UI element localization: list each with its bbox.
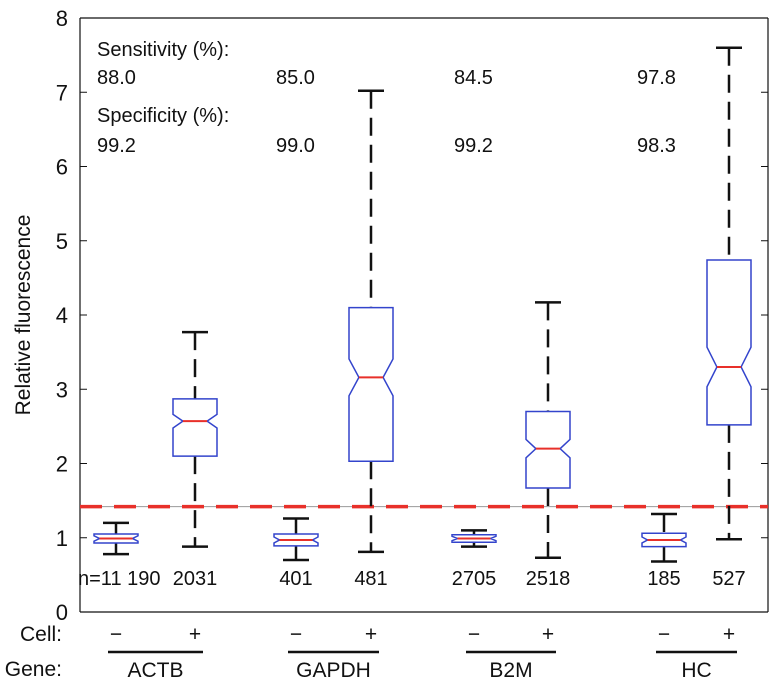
y-tick-label: 2 xyxy=(56,452,68,477)
cell-sign-label: + xyxy=(723,623,735,646)
specificity-value: 98.3 xyxy=(637,135,676,157)
cell-sign-label: − xyxy=(658,623,670,646)
cell-sign-label: + xyxy=(542,623,554,646)
y-tick-label: 7 xyxy=(56,80,68,105)
sensitivity-value: 88.0 xyxy=(97,67,136,89)
box xyxy=(348,306,394,463)
n-count-label: 481 xyxy=(354,568,387,590)
box xyxy=(525,410,571,489)
y-tick-label: 6 xyxy=(56,155,68,180)
cell-sign-label: + xyxy=(365,623,377,646)
n-count-label: 401 xyxy=(279,568,312,590)
specificity-value: 99.2 xyxy=(97,135,136,157)
n-count-label: 2518 xyxy=(526,568,571,590)
cell-row-label: Cell: xyxy=(20,623,62,646)
n-count-label: n=11 190 xyxy=(78,568,161,590)
n-count-label: 185 xyxy=(647,568,680,590)
gene-label: ACTB xyxy=(127,659,183,682)
specificity-label: Specificity (%): xyxy=(97,105,229,127)
n-count-label: 2031 xyxy=(173,568,218,590)
box xyxy=(172,398,218,457)
y-tick-label: 5 xyxy=(56,229,68,254)
y-tick-label: 0 xyxy=(56,600,68,625)
specificity-value: 99.2 xyxy=(454,135,493,157)
y-tick-label: 3 xyxy=(56,377,68,402)
gene-label: B2M xyxy=(489,659,532,682)
n-count-label: 527 xyxy=(712,568,745,590)
gene-label: HC xyxy=(681,659,711,682)
cell-sign-label: − xyxy=(468,623,480,646)
specificity-value: 99.0 xyxy=(276,135,315,157)
cell-sign-label: − xyxy=(110,623,122,646)
sensitivity-value: 84.5 xyxy=(454,67,493,89)
y-tick-label: 8 xyxy=(56,6,68,31)
n-count-label: 2705 xyxy=(452,568,497,590)
y-tick-label: 1 xyxy=(56,526,68,551)
sensitivity-value: 85.0 xyxy=(276,67,315,89)
gene-row-label: Gene: xyxy=(5,658,62,681)
gene-label: GAPDH xyxy=(296,659,371,682)
cell-sign-label: − xyxy=(290,623,302,646)
box xyxy=(706,259,752,426)
sensitivity-label: Sensitivity (%): xyxy=(97,39,229,61)
cell-sign-label: + xyxy=(189,623,201,646)
sensitivity-value: 97.8 xyxy=(637,67,676,89)
y-tick-label: 4 xyxy=(56,303,68,328)
y-axis-label: Relative fluorescence xyxy=(12,215,35,416)
